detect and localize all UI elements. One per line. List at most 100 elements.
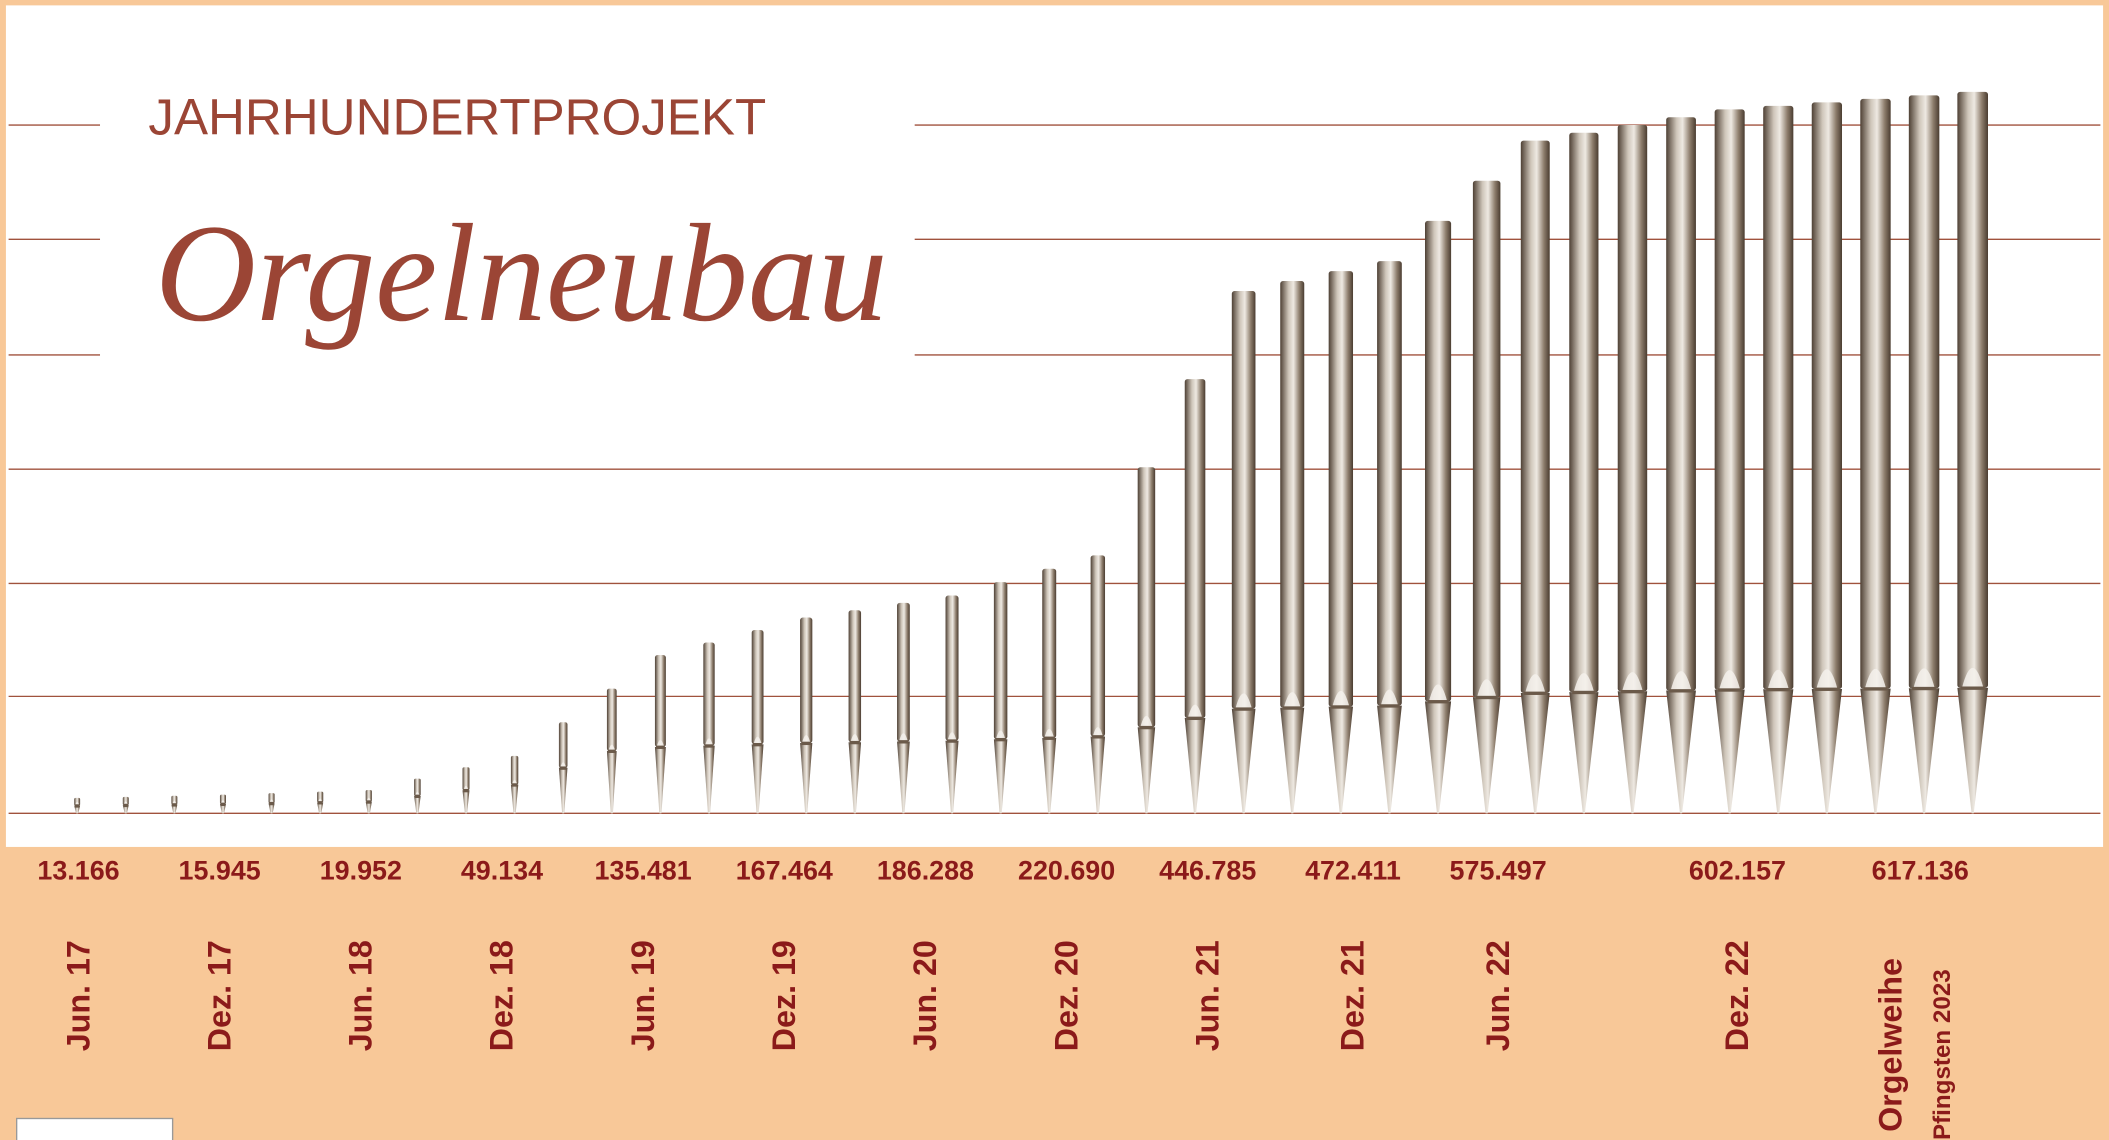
pipe: [1280, 281, 1304, 813]
pipe-body: [1763, 106, 1793, 689]
category-label: Jun. 17: [60, 940, 96, 1051]
pipe-lip: [75, 804, 80, 807]
pipe-body: [1091, 555, 1105, 736]
pipe: [1666, 117, 1696, 813]
pipe-lip: [366, 800, 371, 803]
pipe: [1763, 106, 1793, 813]
value-label: 15.945: [179, 856, 261, 886]
category-label: Dez. 22: [1719, 940, 1755, 1051]
category-label: Dez. 18: [484, 940, 520, 1051]
pipe-lip: [318, 801, 323, 804]
pipe-body: [1377, 261, 1402, 706]
pipe-body: [849, 610, 861, 742]
pipe: [1473, 181, 1501, 814]
annotation: Pfingsten 2023: [1929, 969, 1956, 1140]
category-label: Dez. 20: [1048, 940, 1084, 1051]
pipe-body: [1909, 95, 1940, 688]
category-label: Orgelweihe: [1872, 958, 1908, 1132]
pipe-body: [1473, 181, 1501, 697]
pipe-lip: [1331, 705, 1350, 708]
value-label: 446.785: [1159, 856, 1256, 886]
pipe-body: [1232, 291, 1256, 709]
pipe-body: [1715, 109, 1745, 689]
pipe-lip: [269, 802, 274, 805]
pipe-lip: [123, 804, 128, 807]
category-label: Dez. 21: [1335, 940, 1371, 1051]
pipe-lip: [1912, 687, 1936, 690]
pipe-lip: [1139, 726, 1153, 729]
pipe-body: [655, 655, 666, 747]
pipe-lip: [1863, 687, 1887, 690]
value-label: 167.464: [736, 856, 833, 886]
pipe: [1569, 133, 1598, 814]
pipe-body: [994, 582, 1007, 739]
pipe-lip: [947, 739, 957, 742]
value-label: 186.288: [877, 856, 974, 886]
pipe: [1425, 221, 1451, 813]
pipe-body: [1042, 569, 1056, 738]
category-label: Dez. 19: [766, 940, 802, 1051]
value-label: 220.690: [1018, 856, 1115, 886]
pipe-lip: [1524, 692, 1547, 695]
pipe: [1232, 291, 1256, 813]
chart: JAHRHUNDERTPROJEKT Orgelneubau 13.166Jun…: [0, 0, 2109, 1140]
pipe: [1185, 379, 1206, 813]
pipe-lip: [463, 789, 469, 792]
pipe: [1377, 261, 1402, 813]
pipe-body: [1569, 133, 1598, 692]
pipe: [1329, 271, 1353, 813]
pipe-body: [1329, 271, 1353, 707]
pipe-lip: [1044, 737, 1055, 740]
pipe-lip: [415, 795, 420, 798]
pipe-body: [1185, 379, 1206, 718]
category-label: Jun. 19: [625, 940, 661, 1051]
pipe-lip: [1234, 707, 1253, 710]
pipe-body: [800, 618, 812, 743]
pipe: [1521, 141, 1550, 814]
pipe-lip: [1283, 706, 1302, 709]
page: {"chart_data": {"type": "pipes", "title"…: [0, 0, 2109, 1140]
category-label: Jun. 21: [1190, 940, 1226, 1051]
pipe-lip: [608, 750, 616, 753]
pipe-body: [1860, 99, 1890, 689]
pipe-lip: [221, 803, 226, 806]
pipe-lip: [995, 738, 1006, 741]
pipe: [1909, 95, 1940, 813]
pipe-lip: [1718, 688, 1742, 691]
pipe-lip: [656, 746, 665, 749]
logo-box: [17, 1118, 173, 1140]
pipe: [1812, 102, 1842, 813]
pipe-lip: [1476, 696, 1498, 699]
pipe-body: [607, 689, 617, 751]
category-label: Jun. 20: [907, 940, 943, 1051]
pipe-lip: [1669, 689, 1693, 692]
value-label: 575.497: [1450, 856, 1547, 886]
value-label: 135.481: [595, 856, 692, 886]
pipe-body: [897, 603, 910, 742]
pipe-lip: [560, 766, 567, 769]
pipe: [1860, 99, 1890, 813]
pipe-body: [1138, 467, 1155, 727]
value-label: 617.136: [1872, 856, 1969, 886]
pipe-lip: [172, 803, 177, 806]
value-label: 19.952: [320, 856, 402, 886]
pipe-body: [559, 722, 568, 768]
pipe-body: [1280, 281, 1304, 708]
pipe-lip: [1572, 691, 1595, 694]
pipe-lip: [1960, 686, 1985, 689]
pipe: [1618, 125, 1647, 813]
value-label: 602.157: [1689, 856, 1786, 886]
pipe-lip: [801, 742, 811, 745]
pipe-body: [1618, 125, 1647, 691]
category-label: Jun. 22: [1480, 940, 1516, 1051]
pipe-lip: [1621, 690, 1645, 693]
value-label: 49.134: [461, 856, 543, 886]
pipe: [1715, 109, 1745, 813]
pipe-lip: [704, 744, 713, 747]
pipe-body: [1425, 221, 1451, 701]
pipe-body: [1666, 117, 1696, 690]
pipe-lip: [850, 741, 860, 744]
category-label: Jun. 18: [343, 940, 379, 1051]
pipe-lip: [1815, 688, 1839, 691]
category-label: Dez. 17: [201, 940, 237, 1051]
